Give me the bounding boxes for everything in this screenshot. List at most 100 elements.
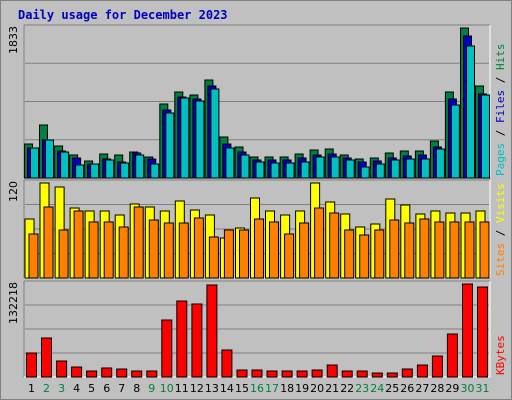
legend-separator: / — [494, 70, 507, 90]
x-tick-day-5: 5 — [88, 382, 95, 395]
bar-pages-day-18 — [285, 162, 295, 179]
x-tick-day-6: 6 — [103, 382, 110, 395]
x-tick-day-19: 19 — [295, 382, 309, 395]
bar-kbytes-day-17 — [266, 370, 278, 378]
x-tick-day-30: 30 — [461, 382, 475, 395]
bar-pages-day-6 — [105, 159, 115, 179]
bar-sites-day-29 — [449, 221, 460, 279]
bar-kbytes-day-25 — [386, 372, 398, 378]
bar-sites-day-4 — [73, 210, 84, 279]
bar-sites-day-11 — [178, 222, 189, 279]
bar-sites-day-12 — [193, 217, 204, 279]
bar-pages-day-22 — [345, 159, 355, 179]
bar-pages-day-17 — [270, 162, 280, 179]
bar-pages-day-5 — [90, 163, 100, 179]
legend-pages: Pages — [494, 143, 507, 176]
x-tick-day-8: 8 — [133, 382, 140, 395]
panel-0-ymax-label: 1833 — [7, 26, 20, 54]
bar-sites-day-2 — [43, 206, 54, 279]
bar-kbytes-day-15 — [236, 369, 248, 378]
bar-kbytes-day-22 — [341, 370, 353, 378]
bar-sites-day-6 — [103, 221, 114, 279]
bar-kbytes-day-3 — [56, 360, 68, 378]
bar-pages-day-13 — [210, 88, 220, 179]
bar-pages-day-29 — [450, 104, 460, 179]
bar-kbytes-day-30 — [462, 283, 473, 378]
x-tick-day-25: 25 — [385, 382, 399, 395]
bar-sites-day-10 — [163, 222, 174, 279]
bar-kbytes-day-24 — [371, 372, 383, 378]
bar-sites-day-26 — [404, 222, 415, 279]
x-tick-day-10: 10 — [160, 382, 174, 395]
bar-sites-day-13 — [208, 236, 219, 279]
bar-pages-day-4 — [75, 164, 85, 179]
x-tick-day-31: 31 — [476, 382, 490, 395]
panel-1-legend: Sites / Visits — [494, 183, 507, 276]
bar-kbytes-day-1 — [26, 352, 37, 378]
bar-sites-day-25 — [389, 219, 400, 279]
bar-sites-day-16 — [254, 218, 264, 279]
x-tick-day-12: 12 — [190, 382, 204, 395]
chart-panels: 1833 Pages / Files / Hits 120 Sites / Visit… — [7, 24, 507, 395]
bar-kbytes-day-11 — [176, 300, 188, 378]
bar-sites-day-3 — [58, 229, 69, 279]
bar-sites-day-15 — [239, 229, 249, 279]
bar-pages-day-19 — [300, 161, 310, 179]
x-tick-day-18: 18 — [280, 382, 294, 395]
bar-kbytes-day-28 — [431, 355, 443, 378]
bar-sites-day-18 — [284, 233, 295, 279]
panel-2-ymax-label: 132218 — [7, 282, 20, 324]
bar-pages-day-15 — [240, 154, 250, 179]
legend-kbytes: KBytes — [494, 335, 507, 375]
x-tick-day-17: 17 — [265, 382, 279, 395]
bar-kbytes-day-20 — [311, 369, 323, 378]
bar-kbytes-day-26 — [401, 368, 413, 378]
x-tick-day-23: 23 — [355, 382, 369, 395]
bar-sites-day-24 — [374, 229, 385, 279]
legend-sites: Sites — [494, 243, 507, 276]
legend-hits: Hits — [494, 44, 507, 71]
legend-files: Files — [494, 90, 507, 123]
bar-pages-day-30 — [466, 45, 475, 179]
bar-kbytes-day-31 — [477, 286, 488, 378]
bar-kbytes-day-8 — [131, 370, 143, 378]
bar-sites-day-19 — [299, 222, 310, 279]
panel-2-legend: KBytes — [494, 335, 507, 375]
chart-title: Daily usage for December 2023 — [18, 8, 228, 22]
legend-separator: / — [494, 123, 507, 143]
x-tick-day-22: 22 — [340, 382, 354, 395]
bar-kbytes-day-29 — [446, 333, 458, 378]
bar-pages-day-31 — [481, 94, 490, 179]
bar-pages-day-20 — [315, 156, 325, 179]
bar-kbytes-day-6 — [101, 367, 113, 378]
bar-sites-day-5 — [88, 221, 99, 279]
x-tick-day-13: 13 — [205, 382, 219, 395]
bar-pages-day-1 — [30, 147, 39, 179]
bar-kbytes-day-10 — [161, 319, 173, 378]
x-tick-day-11: 11 — [175, 382, 189, 395]
bar-pages-day-21 — [330, 156, 340, 179]
bar-sites-day-27 — [419, 218, 430, 279]
bar-kbytes-day-4 — [71, 366, 83, 378]
bar-sites-day-31 — [479, 221, 490, 279]
bar-pages-day-24 — [375, 163, 385, 179]
bar-pages-day-23 — [360, 166, 370, 179]
bar-pages-day-16 — [255, 161, 265, 179]
bar-kbytes-day-27 — [416, 364, 428, 378]
x-tick-day-21: 21 — [325, 382, 339, 395]
panel-1-ymax-label: 120 — [7, 181, 20, 202]
bar-kbytes-day-21 — [326, 364, 338, 378]
x-tick-day-1: 1 — [28, 382, 35, 395]
x-tick-day-27: 27 — [415, 382, 429, 395]
bar-kbytes-day-9 — [146, 370, 158, 378]
bar-kbytes-day-19 — [296, 370, 308, 378]
bar-pages-day-2 — [45, 139, 54, 179]
bar-sites-day-23 — [359, 234, 370, 279]
x-tick-day-9: 9 — [148, 382, 155, 395]
bar-pages-day-28 — [435, 148, 445, 179]
x-tick-day-16: 16 — [250, 382, 264, 395]
x-tick-day-26: 26 — [400, 382, 414, 395]
bar-pages-day-12 — [195, 100, 205, 179]
x-tick-day-14: 14 — [220, 382, 234, 395]
